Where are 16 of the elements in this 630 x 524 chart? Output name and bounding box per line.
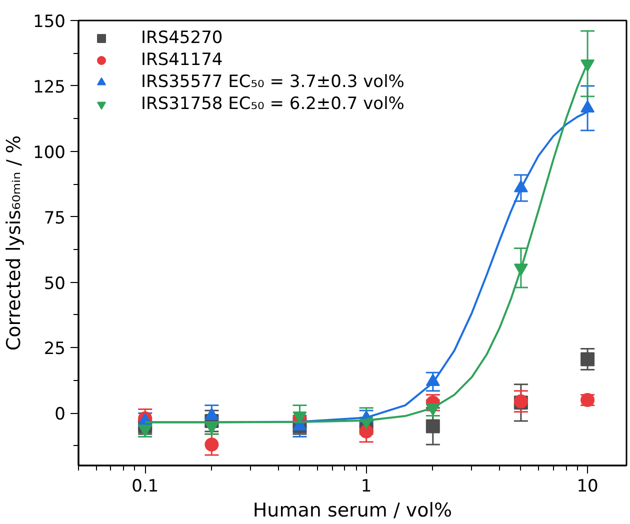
y-axis-title: Corrected lysis₆₀ₘᵢₙ / %: [3, 135, 26, 351]
y-tick-label: 50: [44, 274, 66, 294]
y-tick-label: 100: [33, 142, 66, 163]
legend-label: IRS31758 EC₅₀ = 6.2±0.7 vol%: [141, 94, 404, 114]
y-tick-label: 25: [44, 339, 66, 360]
legend-label: IRS45270: [141, 28, 223, 48]
y-tick-label: 75: [44, 208, 66, 228]
y-tick-label: 125: [33, 77, 66, 98]
x-axis-title: Human serum / vol%: [252, 500, 452, 522]
x-tick-label: 0.1: [132, 476, 159, 496]
x-tick-label: 10: [576, 476, 598, 496]
y-tick-label: 150: [33, 12, 66, 32]
x-tick-label: 1: [360, 476, 372, 496]
legend-label: IRS35577 EC₅₀ = 3.7±0.3 vol%: [141, 72, 404, 92]
y-tick-label: 0: [54, 404, 66, 425]
legend-label: IRS41174: [141, 50, 223, 70]
